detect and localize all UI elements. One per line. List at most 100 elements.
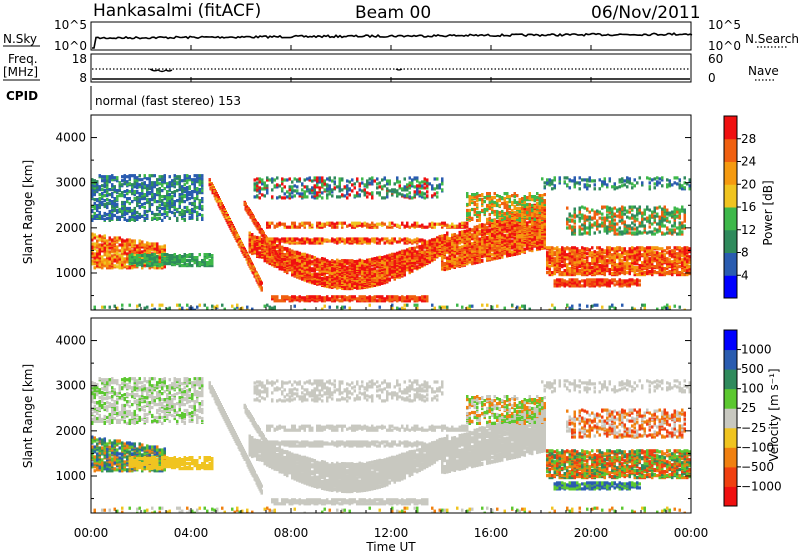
power-cell <box>161 184 164 188</box>
power-cell <box>146 184 149 188</box>
power-cell <box>326 259 329 263</box>
power-cell <box>106 216 109 220</box>
power-cell <box>191 264 194 268</box>
power-cell <box>163 248 166 252</box>
power-cell <box>416 250 419 254</box>
power-cell <box>280 265 283 270</box>
power-cell <box>338 221 341 225</box>
power-cell <box>328 268 331 272</box>
power-cell <box>183 174 186 178</box>
power-cell <box>356 281 359 285</box>
power-cell <box>101 184 104 188</box>
power-cell <box>148 180 151 184</box>
power-cell <box>433 225 436 229</box>
power-cell <box>106 175 109 179</box>
power-cell <box>126 238 129 242</box>
power-cell <box>121 245 124 249</box>
power-cell <box>373 266 376 270</box>
power-cell <box>426 190 429 194</box>
power-cell <box>358 237 361 241</box>
power-cell <box>423 239 426 243</box>
power-cell <box>91 195 94 199</box>
power-cell <box>91 204 94 209</box>
power-cell <box>286 237 289 241</box>
power-cell <box>403 177 406 181</box>
power-cell <box>386 225 389 229</box>
power-cell <box>336 221 339 225</box>
power-cell <box>108 180 111 184</box>
power-cell <box>156 260 159 264</box>
power-cell <box>138 183 141 187</box>
power-cell <box>256 194 259 198</box>
power-cell <box>98 261 101 265</box>
power-cell <box>331 179 334 183</box>
power-cell <box>156 245 159 249</box>
power-cell <box>303 278 306 282</box>
power-cell <box>98 210 101 215</box>
power-cell <box>306 177 309 181</box>
power-cell <box>188 178 191 182</box>
power-cell <box>466 249 469 253</box>
power-cell <box>286 247 289 251</box>
power-cell <box>118 188 121 192</box>
power-cell <box>391 252 394 256</box>
power-cell <box>268 237 271 241</box>
power-cell <box>143 216 146 220</box>
power-cell <box>266 260 269 264</box>
power-cell <box>183 179 186 183</box>
power-cell <box>126 247 129 251</box>
power-cell <box>143 186 146 190</box>
power-cell <box>276 250 279 254</box>
power-cell <box>331 237 334 241</box>
power-cell <box>336 258 339 262</box>
power-cell <box>158 195 161 199</box>
power-cell <box>96 213 99 218</box>
power-cell <box>158 178 161 182</box>
power-cell <box>101 216 104 220</box>
power-cell <box>283 263 286 267</box>
power-cell <box>336 295 339 299</box>
power-cell <box>453 250 456 255</box>
power-cell <box>458 253 461 257</box>
power-cell <box>96 183 99 187</box>
power-cell <box>431 187 434 191</box>
power-cell <box>473 225 476 229</box>
power-cell <box>101 175 104 179</box>
power-cell <box>141 250 144 254</box>
power-cell <box>111 257 114 261</box>
power-cell <box>111 212 114 217</box>
power-cell <box>311 241 314 245</box>
power-cell <box>408 176 411 180</box>
power-cell <box>326 177 329 181</box>
power-cell <box>138 261 141 265</box>
power-cell <box>118 236 121 240</box>
power-cell <box>198 179 201 183</box>
power-cell <box>373 281 376 286</box>
power-cell <box>353 295 356 299</box>
power-cell <box>333 238 336 242</box>
power-cell <box>376 241 379 245</box>
power-cell <box>138 197 141 201</box>
power-cell <box>211 264 214 268</box>
power-cell <box>188 253 191 257</box>
power-cell <box>328 223 331 227</box>
power-cell <box>126 218 129 222</box>
power-cell <box>351 237 354 241</box>
power-cell <box>156 212 159 217</box>
power-cell <box>93 206 96 211</box>
power-cell <box>98 185 101 189</box>
power-cell <box>348 193 351 197</box>
power-cell <box>156 205 159 210</box>
power-cell <box>466 237 469 241</box>
power-cell <box>178 258 181 262</box>
power-cell <box>463 242 466 246</box>
power-cell <box>91 178 94 182</box>
power-cell <box>316 259 319 263</box>
power-cell <box>461 256 464 260</box>
power-cell <box>193 201 196 206</box>
power-cell <box>298 194 301 198</box>
power-cell <box>346 271 349 275</box>
power-cell <box>411 268 414 272</box>
power-cell <box>156 200 159 204</box>
power-cell <box>253 267 256 271</box>
